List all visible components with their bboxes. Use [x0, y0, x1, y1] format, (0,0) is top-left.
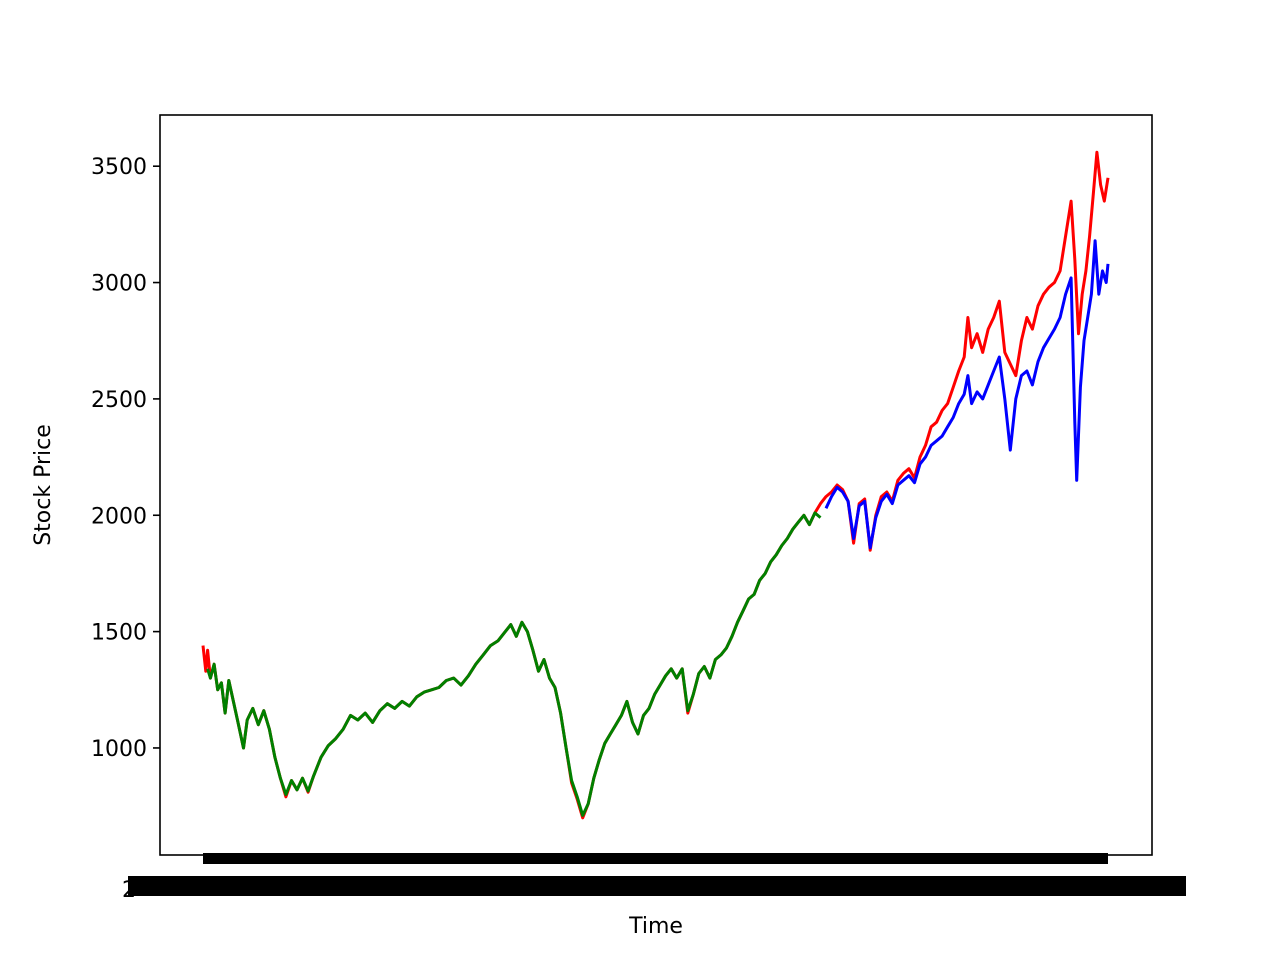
- y-tick-label: 3500: [91, 155, 147, 180]
- y-tick-label: 1500: [91, 621, 147, 646]
- y-tick-label: 3000: [91, 272, 147, 297]
- y-tick-label: 2000: [91, 504, 147, 529]
- plot-frame: [159, 114, 1153, 856]
- y-tick-label: 2500: [91, 388, 147, 413]
- x-tick-band: [203, 853, 1108, 864]
- y-axis-title: Stock Price: [31, 424, 56, 546]
- series-line-actual: [201, 150, 1110, 820]
- x-axis-title: Time: [628, 914, 683, 939]
- series-line-predicted: [824, 239, 1110, 550]
- x-tick-label-first: 2: [122, 878, 136, 903]
- y-tick-label: 1000: [91, 737, 147, 762]
- x-tick-labels-band: [128, 876, 1186, 896]
- series-line-fitted: [206, 511, 822, 817]
